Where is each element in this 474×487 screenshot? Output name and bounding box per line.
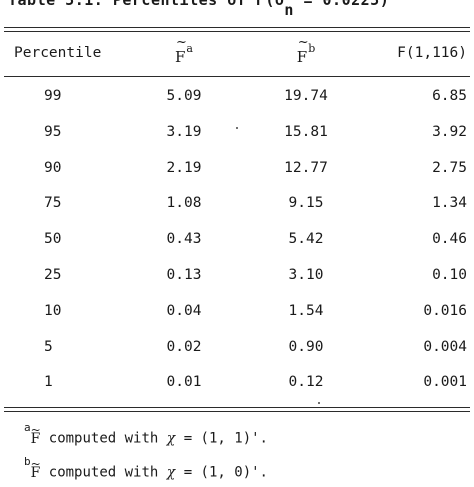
f-tilde-a-cell: 1.08 — [166, 195, 202, 212]
table-row: 95 3.19 15.81 3.92 — [0, 122, 474, 142]
f-tilde-a-cell: 2.19 — [166, 159, 202, 176]
f-tilde-b-cell: 15.81 — [284, 123, 328, 140]
footnote-mark: b — [24, 455, 31, 468]
footnote-b: b ~ F computed with χ = (1, 0)'. — [24, 455, 268, 483]
header-f-tilde-b: ~ Fb — [262, 35, 350, 68]
percentile-cell: 5 — [44, 338, 53, 355]
f-tilde-symbol: ~ Fa — [175, 35, 193, 66]
f-dist-cell: 0.001 — [423, 374, 467, 391]
percentile-cell: 90 — [44, 159, 62, 176]
table-row: 75 1.08 9.15 1.34 — [0, 193, 474, 213]
f-dist-cell: 6.85 — [432, 88, 467, 104]
table-row: 99 5.09 19.74 6.85 — [0, 86, 474, 106]
f-tilde-b-cell: 19.74 — [284, 88, 328, 104]
bottom-rule-1 — [4, 407, 470, 408]
tilde-mark: ~ — [30, 422, 41, 437]
f-tilde-a-cell: 0.02 — [166, 338, 202, 355]
f-tilde-b-cell: 0.90 — [288, 338, 324, 355]
header-superscript-b: b — [308, 42, 316, 55]
f-dist-cell: 0.016 — [423, 302, 467, 319]
table-row: 90 2.19 12.77 2.75 — [0, 158, 474, 178]
f-tilde-symbol: ~ F — [31, 423, 41, 449]
bottom-rule-2 — [4, 411, 470, 412]
table-caption: Table 5.1. Percentiles of F(δn = 0.0225) — [8, 0, 390, 19]
caption-prefix: Table 5.1. Percentiles of F(δ — [8, 0, 285, 9]
table-row: 5 0.02 0.90 0.004 — [0, 337, 474, 357]
f-tilde-a-cell: 0.01 — [166, 374, 202, 391]
footnote-mark: a — [24, 421, 31, 434]
table-header-row: Percentile ~ Fa ~ Fb F(1,116) — [0, 35, 474, 66]
f-tilde-b-cell: 9.15 — [288, 195, 324, 212]
tilde-mark: ~ — [176, 35, 187, 50]
f-dist-cell: 0.46 — [432, 231, 467, 248]
table-row: 50 0.43 5.42 0.46 — [0, 229, 474, 249]
footnote-a: a ~ F computed with χ = (1, 1)'. — [24, 421, 268, 449]
f-dist-cell: 3.92 — [432, 123, 467, 140]
f-tilde-b-cell: 12.77 — [284, 159, 328, 176]
percentile-cell: 10 — [44, 302, 62, 319]
f-tilde-b-cell: 1.54 — [288, 302, 324, 319]
top-rule-2 — [4, 31, 470, 32]
footnote-value: = (1, 1)'. — [175, 430, 268, 447]
header-f-tilde-a: ~ Fa — [140, 35, 228, 68]
f-tilde-a-cell: 0.04 — [166, 302, 202, 319]
f-tilde-symbol: ~ Fb — [296, 35, 316, 66]
top-rule-1 — [4, 27, 470, 28]
percentile-cell: 99 — [44, 88, 62, 104]
tilde-mark: ~ — [297, 35, 309, 50]
percentile-cell: 25 — [44, 267, 62, 283]
f-dist-cell: 0.004 — [423, 338, 467, 355]
scan-speck — [236, 127, 238, 129]
percentile-cell: 75 — [44, 195, 62, 212]
caption-suffix: = 0.0225) — [293, 0, 390, 9]
f-tilde-b-cell: 3.10 — [288, 267, 324, 283]
header-superscript-a: a — [186, 42, 193, 55]
f-tilde-a-cell: 0.13 — [166, 267, 202, 283]
chi-symbol: χ — [166, 464, 176, 481]
header-rule — [4, 76, 470, 77]
footnote-text: computed with — [40, 430, 167, 447]
scan-speck — [318, 402, 320, 404]
percentile-cell: 95 — [44, 123, 62, 140]
header-f-distribution: F(1,116) — [397, 45, 467, 61]
percentile-cell: 1 — [44, 374, 53, 391]
percentile-cell: 50 — [44, 231, 62, 248]
f-dist-cell: 2.75 — [432, 159, 467, 176]
f-tilde-a-cell: 0.43 — [166, 231, 202, 248]
table-row: 25 0.13 3.10 0.10 — [0, 265, 474, 285]
caption-subscript: n — [284, 1, 294, 19]
f-tilde-b-cell: 5.42 — [288, 231, 324, 248]
footnote-value: = (1, 0)'. — [175, 464, 268, 481]
tilde-mark: ~ — [30, 456, 41, 471]
f-tilde-a-cell: 5.09 — [166, 88, 202, 104]
f-dist-cell: 1.34 — [432, 195, 467, 212]
table-row: 1 0.01 0.12 0.001 — [0, 372, 474, 392]
header-percentile: Percentile — [14, 45, 102, 61]
chi-symbol: χ — [166, 430, 176, 447]
f-tilde-a-cell: 3.19 — [166, 123, 202, 140]
table-row: 10 0.04 1.54 0.016 — [0, 301, 474, 321]
footnote-text: computed with — [40, 464, 167, 481]
f-tilde-symbol: ~ F — [31, 457, 41, 483]
f-tilde-b-cell: 0.12 — [288, 374, 324, 391]
f-dist-cell: 0.10 — [432, 267, 467, 283]
